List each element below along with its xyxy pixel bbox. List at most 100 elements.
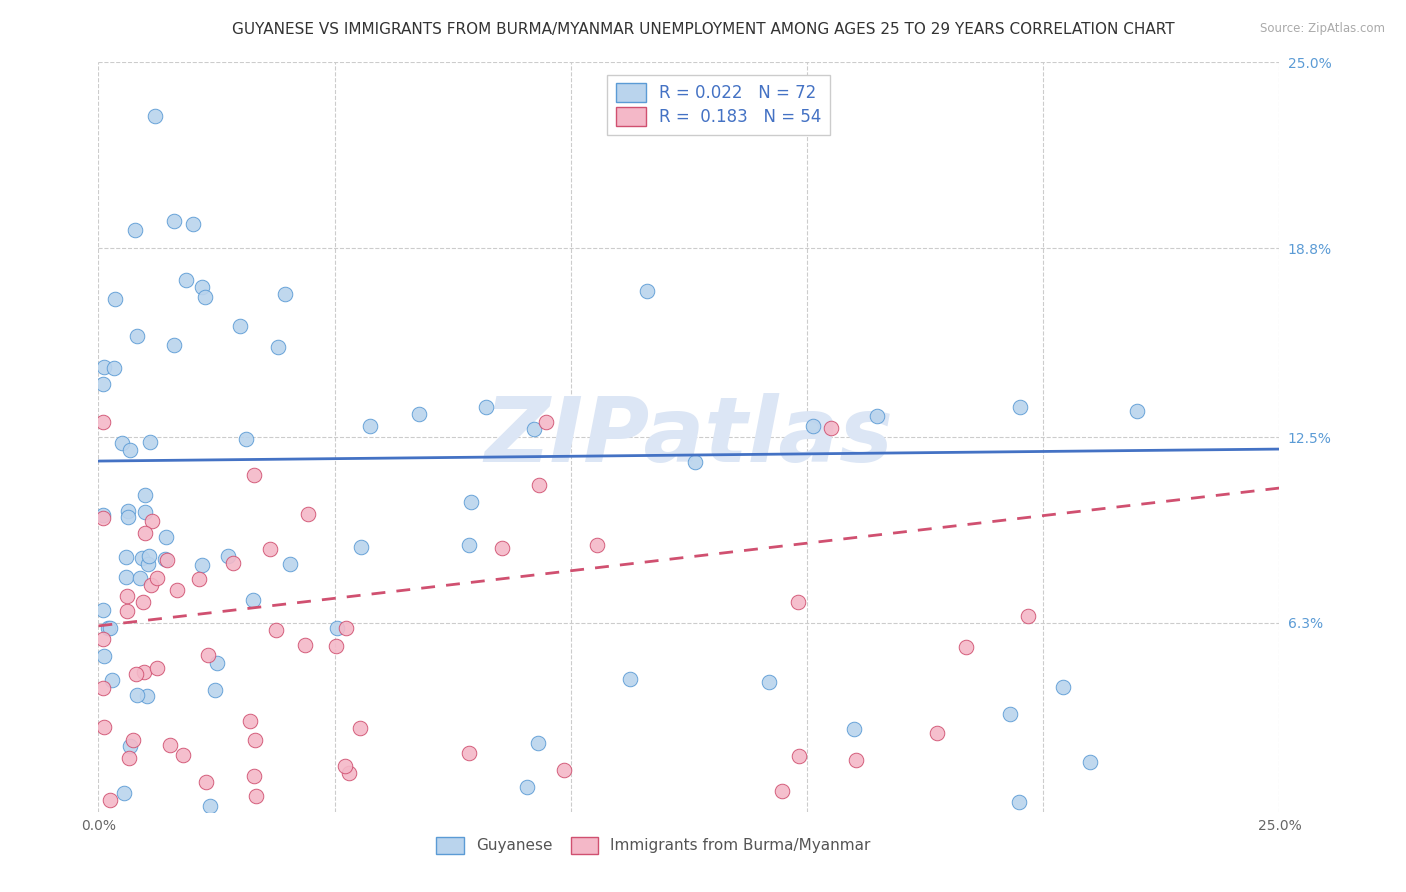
Point — [925, 726, 948, 740]
Point — [172, 748, 194, 763]
Point — [117, 510, 139, 524]
Point — [146, 661, 169, 675]
Point — [235, 432, 257, 446]
Point — [128, 571, 150, 585]
Point — [146, 571, 169, 585]
Point — [156, 552, 179, 566]
Point — [197, 648, 219, 662]
Point — [333, 758, 356, 772]
Point — [112, 786, 135, 800]
Point — [1017, 608, 1039, 623]
Point — [242, 592, 264, 607]
Point — [91, 603, 114, 617]
Point — [586, 538, 609, 552]
Point — [141, 514, 163, 528]
Text: ZIPatlas: ZIPatlas — [485, 393, 893, 481]
Point — [820, 421, 842, 435]
Point — [1052, 681, 1074, 695]
Point — [457, 747, 479, 761]
Point — [115, 550, 138, 565]
Point — [143, 109, 166, 123]
Point — [103, 360, 125, 375]
Point — [159, 738, 181, 752]
Point — [91, 681, 114, 695]
Point — [122, 733, 145, 747]
Point — [181, 217, 204, 231]
Point — [163, 214, 186, 228]
Point — [297, 507, 319, 521]
Point — [138, 435, 160, 450]
Point — [229, 319, 252, 334]
Point — [553, 764, 575, 778]
Point — [191, 558, 214, 572]
Point — [457, 537, 479, 551]
Point — [842, 722, 865, 736]
Point — [132, 665, 155, 679]
Point — [217, 549, 239, 563]
Point — [117, 604, 139, 618]
Point — [198, 798, 221, 813]
Point — [127, 328, 149, 343]
Point — [131, 550, 153, 565]
Point — [125, 667, 148, 681]
Point — [349, 721, 371, 735]
Point — [124, 223, 146, 237]
Point — [955, 640, 977, 655]
Point — [267, 340, 290, 354]
Point — [242, 769, 264, 783]
Point — [222, 556, 245, 570]
Point — [522, 422, 544, 436]
Point — [205, 656, 228, 670]
Point — [204, 682, 226, 697]
Point — [132, 595, 155, 609]
Point — [187, 572, 209, 586]
Point — [1008, 400, 1031, 414]
Point — [120, 739, 142, 754]
Point — [350, 540, 373, 554]
Point — [264, 624, 287, 638]
Point — [683, 455, 706, 469]
Point — [1008, 795, 1031, 809]
Point — [155, 530, 177, 544]
Point — [527, 736, 550, 750]
Point — [294, 638, 316, 652]
Point — [359, 419, 381, 434]
Point — [98, 793, 121, 807]
Point — [274, 286, 297, 301]
Text: GUYANESE VS IMMIGRANTS FROM BURMA/MYANMAR UNEMPLOYMENT AMONG AGES 25 TO 29 YEARS: GUYANESE VS IMMIGRANTS FROM BURMA/MYANMA… — [232, 22, 1174, 37]
Point — [491, 541, 513, 555]
Point — [155, 552, 177, 566]
Point — [475, 400, 498, 414]
Legend: Guyanese, Immigrants from Burma/Myanmar: Guyanese, Immigrants from Burma/Myanmar — [430, 830, 877, 860]
Point — [101, 673, 124, 687]
Point — [243, 468, 266, 483]
Point — [91, 632, 114, 647]
Point — [134, 505, 156, 519]
Point — [866, 409, 889, 424]
Point — [91, 377, 114, 392]
Point — [118, 751, 141, 765]
Text: Source: ZipAtlas.com: Source: ZipAtlas.com — [1260, 22, 1385, 36]
Point — [166, 583, 188, 598]
Point — [194, 290, 217, 304]
Point — [259, 542, 281, 557]
Point — [278, 557, 301, 571]
Point — [1080, 756, 1102, 770]
Point — [139, 577, 162, 591]
Point — [619, 672, 641, 686]
Point — [176, 273, 198, 287]
Point — [239, 714, 262, 729]
Point — [516, 780, 538, 794]
Point — [91, 415, 114, 429]
Point — [1125, 403, 1147, 417]
Point — [770, 783, 793, 797]
Point — [93, 649, 115, 664]
Point — [801, 418, 824, 433]
Point — [93, 719, 115, 733]
Point — [111, 436, 134, 450]
Point — [845, 753, 868, 767]
Point — [460, 495, 482, 509]
Point — [245, 789, 267, 803]
Point — [134, 488, 156, 502]
Point — [117, 503, 139, 517]
